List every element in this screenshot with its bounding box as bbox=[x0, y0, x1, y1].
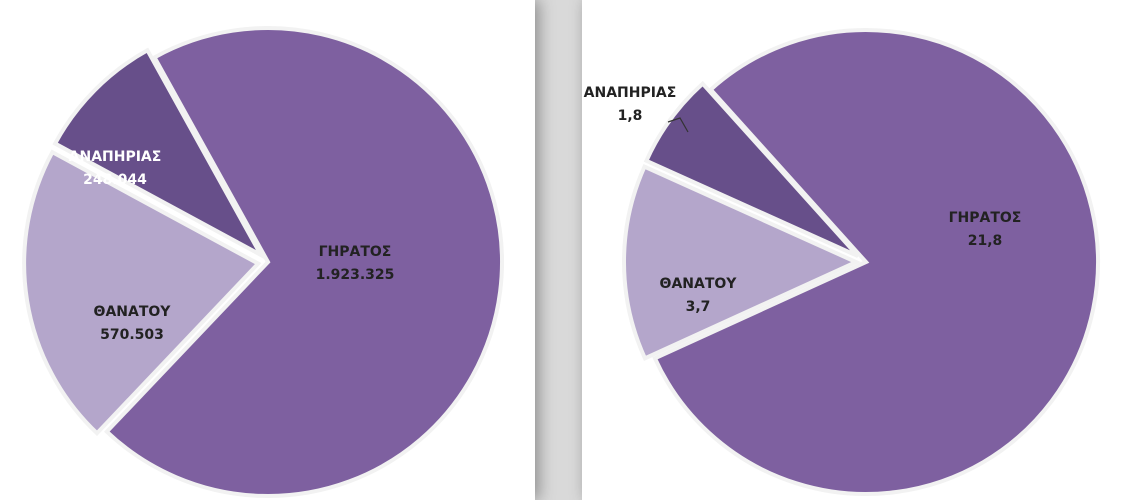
pie-slice bbox=[652, 28, 1100, 496]
pie-slice bbox=[622, 164, 861, 361]
slice-value: 248.044 bbox=[83, 172, 147, 188]
slice-value: 3,7 bbox=[686, 299, 711, 315]
slice-category: ΑΝΑΠΗΡΙΑΣ bbox=[584, 85, 677, 101]
pie-slice bbox=[52, 47, 266, 260]
slice-value: 1,8 bbox=[618, 108, 643, 124]
slice-category: ΘΑΝΑΤΟΥ bbox=[94, 304, 172, 320]
pie-slice bbox=[104, 26, 504, 498]
pie-slice bbox=[643, 80, 860, 258]
slice-value: 21,8 bbox=[968, 233, 1003, 249]
pie-slice bbox=[22, 149, 262, 437]
slice-value: 570.503 bbox=[100, 327, 164, 343]
slice-value: 1.923.325 bbox=[316, 267, 395, 283]
slice-category: ΓΗΡΑΤΟΣ bbox=[949, 210, 1022, 226]
slice-category: ΑΝΑΠΗΡΙΑΣ bbox=[69, 149, 162, 165]
slice-category: ΘΑΝΑΤΟΥ bbox=[660, 276, 738, 292]
slice-category: ΓΗΡΑΤΟΣ bbox=[319, 244, 392, 260]
leader-line bbox=[667, 117, 689, 133]
